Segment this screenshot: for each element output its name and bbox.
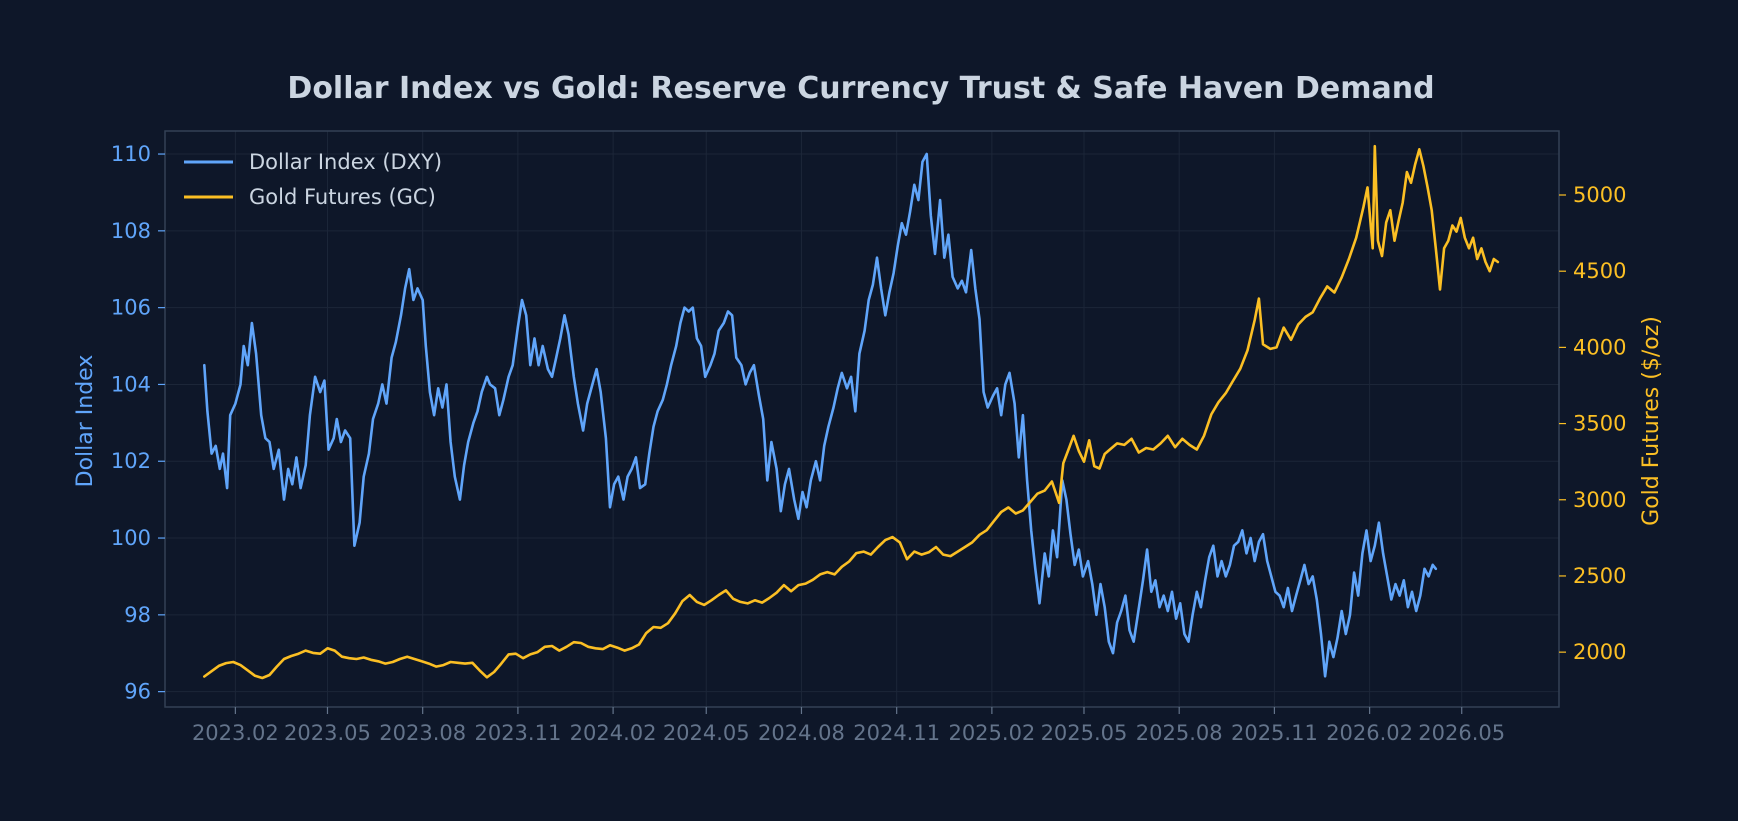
- plot-background: [165, 131, 1559, 707]
- legend: Dollar Index (DXY) Gold Futures (GC): [184, 150, 442, 209]
- y-right-tick-label: 4500: [1573, 259, 1626, 283]
- y-right-tick-label: 3500: [1573, 412, 1626, 436]
- legend-label-gold: Gold Futures (GC): [249, 185, 436, 209]
- legend-label-dxy: Dollar Index (DXY): [249, 150, 442, 174]
- y-left-tick-label: 96: [124, 680, 151, 704]
- y-axis-label-left: Dollar Index: [73, 355, 98, 488]
- y-right-tick-label: 3000: [1573, 488, 1626, 512]
- x-tick-label: 2024.05: [663, 721, 750, 745]
- y-left-tick-label: 98: [124, 603, 151, 627]
- x-tick-label: 2023.08: [379, 721, 466, 745]
- y-right-tick-label: 2500: [1573, 564, 1626, 588]
- series-line-gold: [203, 144, 1500, 680]
- x-tick-label: 2025.02: [948, 721, 1035, 745]
- y-left-tick-label: 106: [111, 296, 151, 320]
- x-tick-label: 2024.11: [853, 721, 940, 745]
- y-left-tick-label: 108: [111, 219, 151, 243]
- x-tick-label: 2023.02: [192, 721, 279, 745]
- x-tick-label: 2024.02: [570, 721, 657, 745]
- y-right-tick-label: 4000: [1573, 335, 1626, 359]
- axis-ticks: 2023.02 2023.05 2023.08 2023.11 2024.02 2024.…: [111, 142, 1627, 745]
- plot-frame: [164, 130, 1560, 708]
- y-left-tick-label: 100: [111, 526, 151, 550]
- series-lines: [203, 144, 1500, 680]
- x-tick-label: 2025.08: [1136, 721, 1223, 745]
- y-axis-label-right: Gold Futures ($/oz): [1639, 316, 1664, 526]
- x-tick-label: 2025.05: [1041, 721, 1128, 745]
- x-tick-label: 2026.05: [1418, 721, 1505, 745]
- y-left-tick-label: 104: [111, 372, 151, 396]
- series-line-dxy: [203, 152, 1438, 678]
- x-tick-label: 2023.11: [474, 721, 561, 745]
- y-left-tick-label: 110: [111, 142, 151, 166]
- x-tick-label: 2024.08: [758, 721, 845, 745]
- x-tick-label: 2026.02: [1326, 721, 1413, 745]
- x-tick-label: 2025.11: [1231, 721, 1318, 745]
- y-right-tick-label: 2000: [1573, 640, 1626, 664]
- x-tick-label: 2023.05: [284, 721, 371, 745]
- y-left-tick-label: 102: [111, 449, 151, 473]
- chart-title: Dollar Index vs Gold: Reserve Currency T…: [287, 71, 1434, 106]
- gridlines: [165, 131, 1559, 707]
- y-right-tick-label: 5000: [1573, 183, 1626, 207]
